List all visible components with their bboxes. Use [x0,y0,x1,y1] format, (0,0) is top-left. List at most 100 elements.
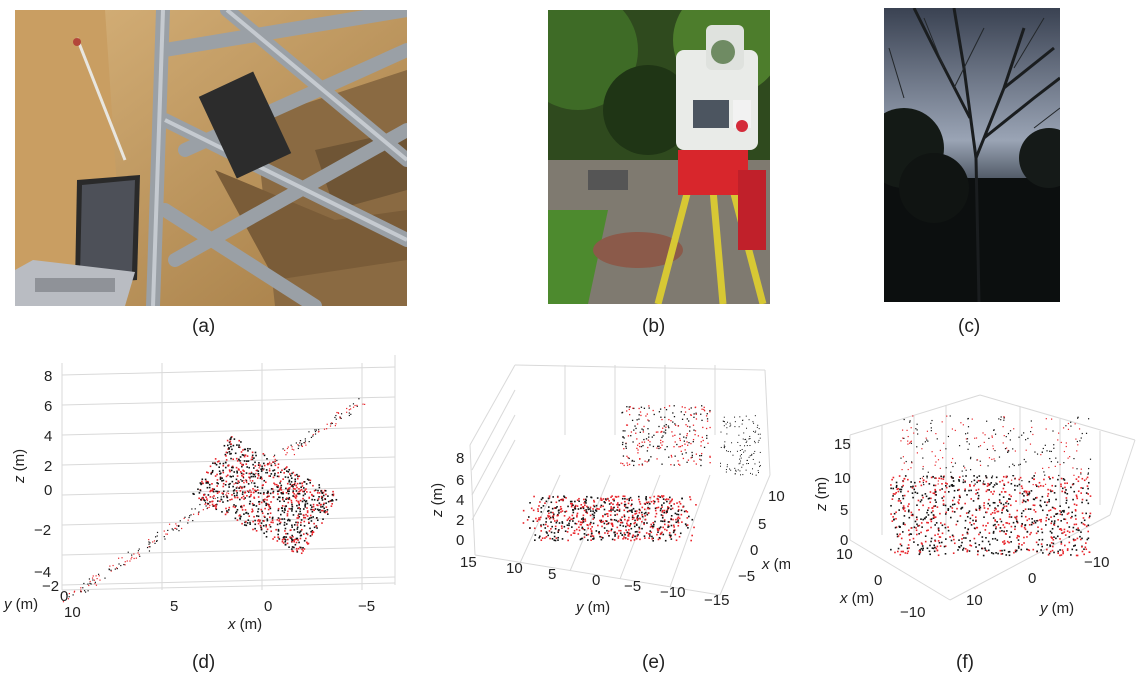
point [212,490,215,493]
point [270,463,272,465]
point [635,427,637,430]
point [680,509,683,512]
point [332,494,335,497]
point [692,438,695,441]
point [614,495,617,498]
point [648,436,650,438]
point [126,560,128,562]
point [290,477,293,480]
point [554,528,557,530]
point [227,492,230,495]
point [910,427,912,429]
point [969,544,971,547]
point [890,484,892,486]
point [626,498,628,501]
panel-label-e: (e) [642,652,666,673]
point [1013,551,1015,554]
photo-total-station [548,10,770,304]
point [641,441,643,443]
point [962,475,964,477]
point [228,486,230,488]
point [979,445,982,447]
point [283,507,286,510]
point [300,513,302,515]
point [1028,493,1030,496]
point [920,484,923,487]
point [231,480,234,483]
point [670,538,673,540]
point [951,503,954,506]
point [277,536,279,539]
point [638,442,641,445]
point [616,513,619,516]
point [228,483,230,486]
point [314,429,316,431]
point [295,521,297,524]
point [1003,526,1006,529]
point [548,495,551,497]
total-station-image [548,10,770,304]
point [284,543,287,546]
point [928,497,931,500]
point [899,553,902,556]
point [208,483,211,486]
point [652,500,655,502]
point [204,503,206,505]
point [296,531,299,533]
point [271,519,274,522]
point [257,464,260,466]
point [216,473,218,476]
point [274,472,276,475]
point [306,478,309,481]
point [1050,490,1052,493]
point [309,479,312,482]
point [302,494,305,497]
point [242,469,244,472]
point [236,492,238,494]
point [97,573,100,575]
point [587,533,590,536]
point [910,527,913,529]
point [944,504,947,507]
point [935,494,937,496]
point [1031,426,1033,429]
point [281,518,283,520]
point [1003,505,1006,508]
point [587,524,589,526]
point [1087,481,1090,484]
point [603,501,606,503]
point [215,463,218,466]
point [612,498,614,501]
point [627,532,630,534]
point [987,522,989,524]
point [213,495,215,497]
point [576,512,579,515]
point [997,523,1000,526]
point [241,522,243,525]
point [628,406,630,408]
point [913,526,916,529]
point [991,538,994,540]
point [337,412,340,414]
point [1073,523,1076,526]
point [302,516,305,519]
point [149,546,151,548]
point [638,508,641,511]
point [1061,490,1064,493]
point [663,519,666,521]
point [686,511,689,513]
point [611,525,614,528]
point [1044,474,1046,476]
point [994,449,996,452]
point [314,489,317,491]
point [274,483,276,486]
point [555,507,557,509]
point [573,529,576,532]
point [699,455,701,457]
point [682,457,685,460]
point [951,428,954,430]
x-tick-10: 10 [768,488,785,505]
point [276,490,279,493]
point [677,513,680,516]
point [969,517,972,520]
